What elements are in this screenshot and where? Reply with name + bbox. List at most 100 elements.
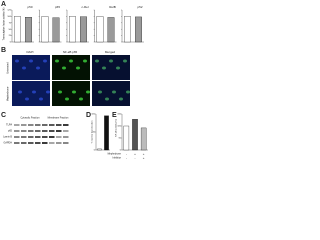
panel-label: C bbox=[1, 112, 6, 119]
bar bbox=[25, 17, 32, 43]
cell bbox=[72, 90, 76, 94]
cell bbox=[36, 66, 40, 70]
blot-band bbox=[63, 130, 69, 132]
cell bbox=[55, 59, 59, 63]
blot-band bbox=[35, 124, 41, 126]
bar bbox=[96, 16, 104, 43]
figure: A Transcription factor activity (%) B C … bbox=[1, 1, 148, 160]
blot-band bbox=[56, 124, 62, 126]
blot-band bbox=[42, 130, 48, 132]
bar bbox=[97, 148, 102, 151]
cell bbox=[18, 90, 22, 94]
y-tick-label: 100 bbox=[7, 16, 11, 18]
bar bbox=[123, 125, 130, 151]
y-tick-label: 100 bbox=[117, 126, 121, 128]
cell bbox=[76, 66, 80, 70]
bar bbox=[132, 119, 138, 151]
blot-band bbox=[35, 130, 41, 132]
micrograph bbox=[52, 81, 90, 106]
y-tick-label: 0 bbox=[10, 42, 12, 44]
blot-band bbox=[42, 136, 48, 138]
band-label: p65 bbox=[8, 130, 13, 133]
cell bbox=[123, 59, 127, 63]
chart-title: p52 bbox=[137, 5, 142, 9]
condition-mark: - bbox=[126, 156, 127, 160]
y-tick-label: 25 bbox=[9, 35, 12, 37]
blot-band bbox=[56, 142, 62, 144]
cell bbox=[58, 90, 62, 94]
cell bbox=[105, 97, 109, 101]
cell bbox=[15, 59, 19, 63]
cell bbox=[95, 59, 99, 63]
blot-band bbox=[21, 124, 27, 126]
cell bbox=[119, 97, 123, 101]
y-tick-label: 50 bbox=[9, 29, 12, 31]
micrograph bbox=[92, 81, 130, 106]
blot-band bbox=[49, 130, 55, 132]
bar bbox=[107, 17, 115, 43]
condition-mark: + bbox=[143, 156, 145, 160]
cell bbox=[86, 90, 90, 94]
y-axis-label: % nuclear translocation bbox=[91, 120, 94, 144]
blot-band bbox=[49, 136, 55, 138]
cell bbox=[43, 59, 47, 63]
panel-label: E bbox=[112, 112, 117, 119]
cell bbox=[83, 59, 87, 63]
fraction-label: Cytosolic Fraction bbox=[21, 117, 41, 120]
cell bbox=[109, 59, 113, 63]
condition-mark: + bbox=[134, 152, 136, 156]
chart-title: RelB bbox=[109, 5, 116, 9]
cell bbox=[32, 90, 36, 94]
chart-title: p50 bbox=[27, 5, 32, 9]
fraction-label: Membrane Fraction bbox=[48, 117, 69, 120]
micrograph bbox=[12, 55, 50, 80]
cell bbox=[102, 66, 106, 70]
band-label: GAPDH bbox=[3, 142, 12, 145]
cell bbox=[22, 66, 26, 70]
row-label: Untreated bbox=[6, 62, 10, 74]
band-label: TLR4 bbox=[6, 124, 13, 127]
blot-band bbox=[56, 136, 62, 138]
micrograph bbox=[12, 81, 50, 106]
blot-band bbox=[56, 130, 62, 132]
blot-band bbox=[42, 124, 48, 126]
bar bbox=[135, 16, 142, 43]
y-axis-label: NF-κB activity (%) bbox=[115, 119, 118, 137]
blot-band bbox=[21, 130, 27, 132]
y-tick-label: 150 bbox=[117, 114, 121, 116]
micrograph bbox=[52, 55, 90, 80]
blot-band bbox=[49, 124, 55, 126]
row-label: Mephedrone bbox=[6, 86, 10, 101]
y-tick-label: 75 bbox=[9, 22, 12, 24]
cell bbox=[98, 90, 102, 94]
blot-band bbox=[28, 136, 34, 138]
blot-band bbox=[14, 136, 20, 138]
bar bbox=[140, 127, 147, 151]
y-axis-label: Transcription factor activity (%) bbox=[3, 7, 6, 40]
blot-band bbox=[63, 142, 69, 144]
bar bbox=[41, 16, 49, 43]
condition-mark: - bbox=[135, 156, 136, 160]
cell bbox=[29, 59, 33, 63]
blot-band bbox=[49, 142, 55, 144]
chart-title: c-Rel bbox=[81, 5, 88, 9]
y-tick-label: 125 bbox=[7, 10, 11, 12]
y-tick-label: 0 bbox=[94, 150, 96, 152]
blot-band bbox=[63, 124, 69, 126]
cell bbox=[39, 97, 43, 101]
bar bbox=[69, 16, 76, 43]
y-tick-label: 100 bbox=[91, 114, 95, 116]
column-label: Merged bbox=[105, 50, 116, 54]
blot-band bbox=[28, 142, 34, 144]
chart-title: p65 bbox=[55, 5, 60, 9]
column-label: NF-κB p65 bbox=[63, 50, 78, 54]
blot-band bbox=[14, 142, 20, 144]
panel-label: B bbox=[1, 47, 6, 54]
panel-label: D bbox=[86, 112, 91, 119]
blot-band bbox=[28, 124, 34, 126]
panel-label: A bbox=[1, 1, 6, 8]
blot-band bbox=[21, 142, 27, 144]
cell bbox=[79, 97, 83, 101]
bar bbox=[124, 16, 131, 43]
cell bbox=[116, 66, 120, 70]
